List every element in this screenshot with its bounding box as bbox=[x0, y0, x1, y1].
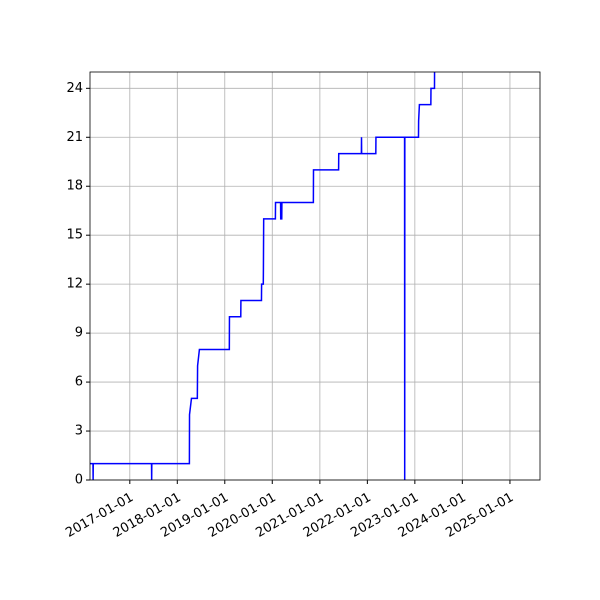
y-tick-label: 21 bbox=[66, 130, 83, 145]
y-tick-label: 9 bbox=[75, 326, 83, 341]
y-tick-label: 18 bbox=[66, 179, 83, 194]
y-tick-label: 12 bbox=[66, 277, 83, 292]
y-tick-label: 15 bbox=[66, 228, 83, 243]
data-line bbox=[90, 72, 436, 480]
y-tick-label: 0 bbox=[75, 473, 83, 488]
y-tick-label: 6 bbox=[75, 375, 83, 390]
axes-frame bbox=[89, 71, 541, 481]
y-tick-label: 24 bbox=[66, 81, 83, 96]
y-tick-label: 3 bbox=[75, 424, 83, 439]
plot-area bbox=[90, 72, 436, 480]
